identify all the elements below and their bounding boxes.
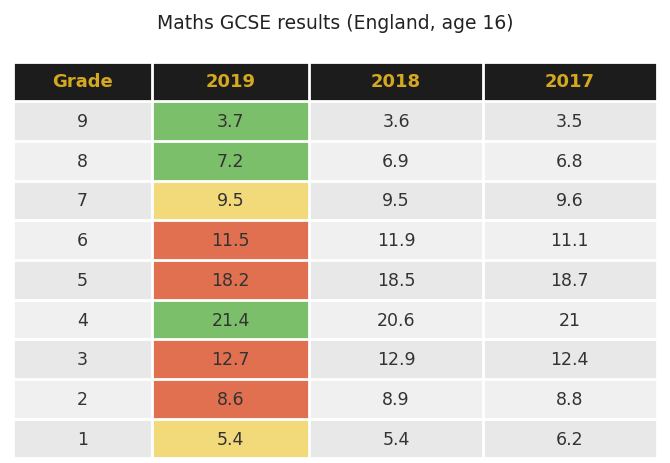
Text: 12.4: 12.4 [551, 350, 589, 369]
Text: 4: 4 [77, 311, 88, 329]
Text: 5.4: 5.4 [217, 430, 244, 448]
Text: 5.4: 5.4 [383, 430, 410, 448]
Text: Grade: Grade [52, 73, 113, 91]
Text: 3.6: 3.6 [383, 113, 410, 131]
Text: 6.9: 6.9 [382, 152, 410, 170]
Text: 3.5: 3.5 [556, 113, 584, 131]
Text: 2019: 2019 [206, 73, 255, 91]
Text: 2018: 2018 [371, 73, 421, 91]
Text: 12.7: 12.7 [211, 350, 250, 369]
Text: 3.7: 3.7 [216, 113, 245, 131]
Text: 6: 6 [77, 232, 88, 250]
Text: 6.2: 6.2 [556, 430, 584, 448]
Text: 11.1: 11.1 [551, 232, 589, 250]
Text: 7: 7 [77, 192, 88, 210]
Text: 9.5: 9.5 [383, 192, 410, 210]
Text: 18.7: 18.7 [551, 271, 589, 289]
Text: 2017: 2017 [545, 73, 595, 91]
Text: 18.2: 18.2 [211, 271, 250, 289]
Text: Maths GCSE results (England, age 16): Maths GCSE results (England, age 16) [157, 14, 513, 33]
Text: 6.8: 6.8 [556, 152, 584, 170]
Text: 5: 5 [77, 271, 88, 289]
Text: 9: 9 [77, 113, 88, 131]
Text: 8.6: 8.6 [216, 390, 245, 408]
Text: 11.9: 11.9 [377, 232, 415, 250]
Text: 2: 2 [77, 390, 88, 408]
Text: 18.5: 18.5 [377, 271, 415, 289]
Text: 20.6: 20.6 [377, 311, 415, 329]
Text: 1: 1 [77, 430, 88, 448]
Text: 11.5: 11.5 [211, 232, 250, 250]
Text: 3: 3 [77, 350, 88, 369]
Text: 8.8: 8.8 [556, 390, 584, 408]
Text: 8: 8 [77, 152, 88, 170]
Text: 12.9: 12.9 [377, 350, 415, 369]
Text: 21: 21 [559, 311, 581, 329]
Text: 8.9: 8.9 [383, 390, 410, 408]
Text: 7.2: 7.2 [216, 152, 245, 170]
Text: 9.5: 9.5 [216, 192, 245, 210]
Text: 9.6: 9.6 [556, 192, 584, 210]
Text: 21.4: 21.4 [211, 311, 250, 329]
